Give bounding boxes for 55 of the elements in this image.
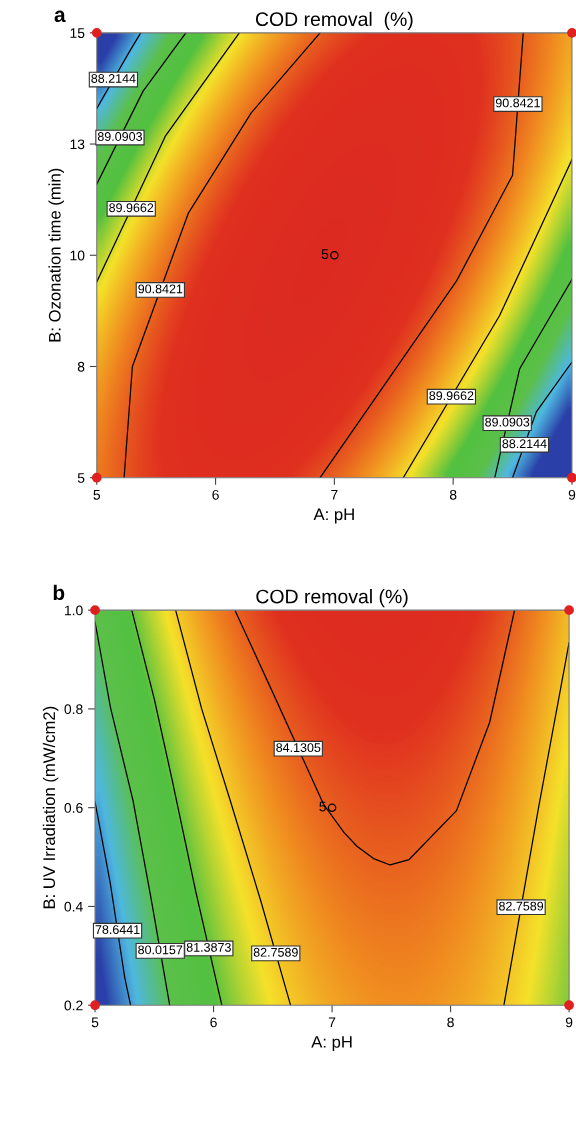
point [91, 472, 102, 483]
x-tick-label: 5 [91, 1017, 99, 1028]
text: a [54, 10, 66, 23]
text: b [53, 584, 65, 601]
y-tick-label: 10 [70, 250, 85, 261]
series-label: 89.0903 [485, 417, 530, 427]
point [330, 250, 339, 260]
series-label: 82.7589 [499, 901, 544, 911]
x-tick-label: 5 [93, 490, 101, 500]
y-tick-label: 0.6 [64, 803, 83, 813]
point [327, 803, 337, 812]
point [91, 27, 102, 38]
y-axis-title: B: Ozonation time (min) [48, 168, 64, 342]
y-tick-label: 0.2 [64, 1000, 83, 1011]
x-axis-title: A: pH [311, 1036, 352, 1052]
series-label: 81.3873 [186, 942, 231, 952]
x-tick-label: 9 [565, 1017, 573, 1028]
series-label: 78.6441 [95, 925, 140, 934]
x-axis-title: A: pH [313, 508, 354, 524]
y-tick-label: 0.8 [64, 704, 83, 715]
y-tick-label: 1.0 [64, 605, 83, 616]
series-label: 89.9662 [109, 203, 154, 213]
x-tick-label: 9 [568, 489, 576, 500]
x-tick-label: 6 [212, 489, 219, 500]
line-series [234, 610, 516, 866]
series-label: 89.0903 [97, 132, 142, 141]
point [90, 1000, 100, 1011]
y-tick-label: 15 [70, 28, 85, 38]
x-tick-label: 7 [328, 1017, 336, 1028]
x-tick-label: 7 [331, 490, 338, 500]
point [564, 1000, 574, 1011]
chart-title: COD removal (%) [255, 11, 413, 30]
x-tick-label: 8 [449, 489, 457, 500]
annotation: 5 [321, 249, 329, 259]
y-tick-label: 8 [77, 361, 85, 372]
x-tick-label: 6 [210, 1017, 217, 1028]
series-label: 89.9662 [429, 391, 474, 401]
chart-title: COD removal (%) [256, 589, 408, 608]
point [564, 605, 574, 616]
y-tick-label: 0.4 [64, 901, 83, 912]
series-label: 88.2144 [91, 74, 136, 83]
x-tick-label: 8 [447, 1017, 454, 1028]
series-label: 90.8421 [138, 284, 183, 294]
series-label: 88.2144 [502, 439, 547, 449]
series-label: 84.1305 [276, 743, 321, 753]
series-label: 82.7589 [253, 947, 298, 957]
point [567, 472, 576, 483]
y-tick-label: 13 [70, 139, 85, 150]
y-axis-title: B: UV Irradiation (mW/cm2) [42, 706, 59, 909]
series-label: 80.0157 [138, 945, 183, 955]
y-tick-label: 5 [77, 473, 85, 483]
point [90, 605, 100, 616]
series-label: 90.8421 [495, 98, 540, 108]
point [567, 27, 576, 38]
annotation: 5 [319, 801, 326, 812]
